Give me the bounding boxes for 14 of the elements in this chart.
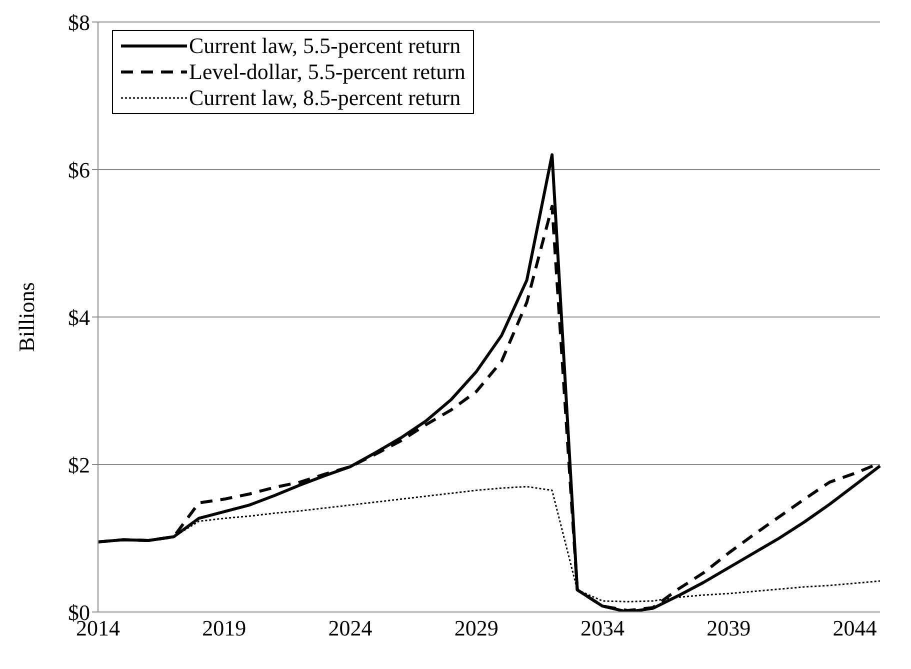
legend-label: Level-dollar, 5.5-percent return: [189, 59, 466, 85]
legend-label: Current law, 5.5-percent return: [189, 33, 461, 59]
y-tick-label: $4: [68, 304, 90, 330]
x-tick-label: 2024: [328, 616, 372, 641]
x-tick-label: 2044: [832, 616, 877, 641]
y-tick-label: $6: [68, 157, 90, 182]
legend-label: Current law, 8.5-percent return: [189, 85, 461, 111]
y-tick-label: $8: [68, 10, 90, 35]
x-tick-label: 2029: [454, 616, 498, 641]
x-tick-label: 2039: [706, 616, 751, 641]
y-tick-label: $2: [68, 452, 90, 478]
x-tick-label: 2034: [580, 616, 625, 641]
y-axis-title: Billions: [14, 282, 39, 352]
x-tick-label: 2019: [202, 616, 246, 641]
